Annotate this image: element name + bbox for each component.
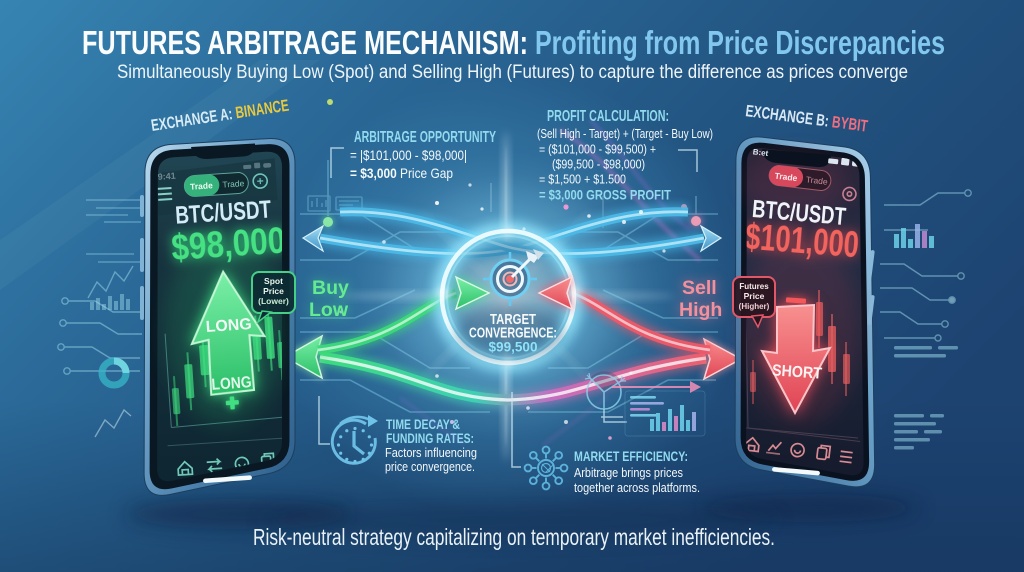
svg-text:Arbitrage brings prices: Arbitrage brings prices	[574, 465, 683, 480]
svg-text:Factors influencing: Factors influencing	[385, 445, 477, 460]
svg-text:= $3,000 GROSS PROFIT: = $3,000 GROSS PROFIT	[539, 187, 671, 203]
svg-text:B:et: B:et	[752, 147, 769, 158]
svg-text:price convergence.: price convergence.	[385, 459, 475, 474]
svg-text:BTC/USDT: BTC/USDT	[174, 195, 272, 229]
svg-text:FUTURES ARBITRAGE MECHANISM:: FUTURES ARBITRAGE MECHANISM:	[82, 24, 528, 61]
svg-text:ARBITRAGE OPPORTUNITY: ARBITRAGE OPPORTUNITY	[354, 129, 496, 146]
svg-text:Trade: Trade	[774, 171, 798, 184]
svg-text:$98,000: $98,000	[170, 220, 286, 268]
svg-text:Sell: Sell	[682, 277, 717, 299]
svg-text:$101,000: $101,000	[744, 216, 861, 266]
svg-text:FUNDING RATES:: FUNDING RATES:	[386, 430, 474, 446]
svg-text:Low: Low	[309, 299, 349, 321]
svg-text:TARGET: TARGET	[490, 312, 536, 328]
svg-text:Spot: Spot	[264, 276, 283, 286]
svg-text:PROFIT CALCULATION:: PROFIT CALCULATION:	[547, 108, 669, 125]
svg-text:Price: Price	[744, 291, 765, 301]
svg-text:LONG: LONG	[205, 316, 252, 336]
svg-text:Buy: Buy	[312, 277, 349, 299]
svg-text:SHORT: SHORT	[771, 362, 822, 382]
svg-text:Futures: Futures	[739, 282, 769, 291]
svg-text:Trade: Trade	[190, 180, 214, 191]
svg-text:LONG: LONG	[211, 374, 252, 394]
svg-text:($99,500 - $98,000): ($99,500 - $98,000)	[552, 157, 645, 172]
svg-text:= ($101,000 - $99,500) +: = ($101,000 - $99,500) +	[539, 142, 656, 157]
svg-text:= |$101,000 - $98,000|: = |$101,000 - $98,000|	[350, 147, 467, 163]
svg-text:Trade: Trade	[222, 178, 245, 189]
svg-text:= $3,000 Price Gap: = $3,000 Price Gap	[350, 165, 453, 181]
svg-text:Profiting from Price Discrepan: Profiting from Price Discrepancies	[535, 24, 945, 61]
svg-text:High: High	[679, 299, 722, 321]
svg-text:(Sell High - Target) + (Target: (Sell High - Target) + (Target - Buy Low…	[537, 126, 713, 141]
svg-text:= $1,500 + $1.500: = $1,500 + $1.500	[539, 172, 626, 187]
svg-text:TIME DECAY &: TIME DECAY &	[386, 416, 460, 432]
svg-text:(Lower): (Lower)	[258, 296, 289, 306]
svg-text:Price: Price	[263, 286, 284, 296]
svg-text:Risk-neutral strategy capitali: Risk-neutral strategy capitalizing on te…	[253, 524, 775, 550]
svg-text:Trade: Trade	[805, 174, 828, 187]
svg-text:$99,500: $99,500	[489, 339, 538, 355]
svg-text:(Higher): (Higher)	[739, 302, 770, 311]
svg-text:MARKET EFFICIENCY:: MARKET EFFICIENCY:	[574, 448, 688, 464]
svg-text:CONVERGENCE:: CONVERGENCE:	[469, 326, 557, 342]
svg-text:Simultaneously Buying Low (Spo: Simultaneously Buying Low (Spot) and Sel…	[117, 62, 908, 83]
svg-text:together across platforms.: together across platforms.	[574, 480, 700, 495]
